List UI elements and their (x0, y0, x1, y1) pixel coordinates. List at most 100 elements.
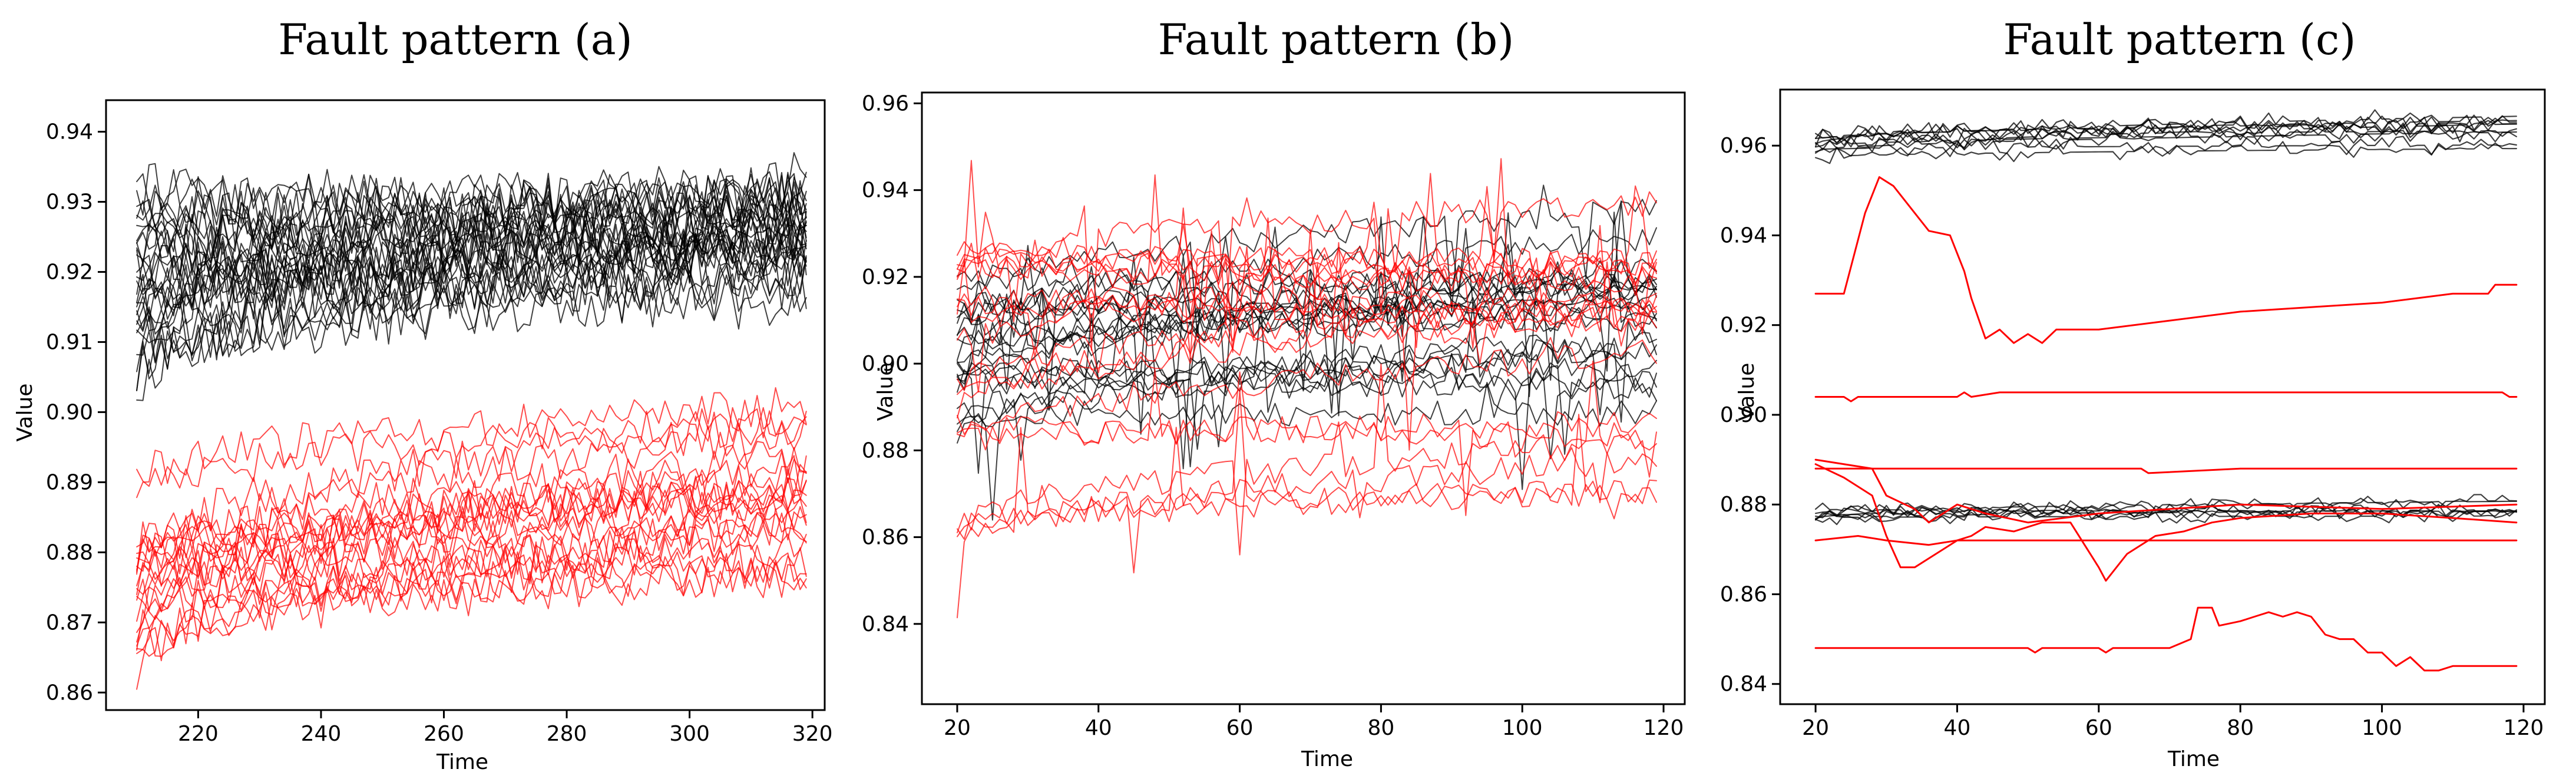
panel-c-title: Fault pattern (c) (2003, 15, 2356, 64)
panel-a-series-fault-1-10 (136, 506, 807, 657)
panel-b-series-fault-1-9 (957, 389, 1657, 533)
panel-a-xtick-label: 300 (669, 722, 710, 746)
panel-a-ytick-label: 0.91 (46, 330, 93, 354)
panel-a-series-normal-0-20 (136, 171, 807, 296)
panel-b-series-normal-0-4 (957, 324, 1657, 433)
panel-c-fault-series-2 (1814, 467, 2518, 474)
panel-b-plot: 20 40 60 80 100 120 0.84 0.86 0.88 0.90 0.92 0.94 0.… (862, 91, 1686, 740)
panel-b-series-normal-0-14 (957, 338, 1657, 461)
panel-b-ytick-label: 0.92 (862, 265, 909, 289)
panel-b-series-fault-1-13 (957, 299, 1657, 395)
panel-a-title: Fault pattern (a) (278, 15, 633, 64)
panel-b-series-fault-1-17 (957, 223, 1657, 349)
panel-b-xtick-label: 20 (944, 716, 971, 740)
panel-c-series-normal-0-8 (1815, 114, 2517, 146)
panel-a-series-group (136, 152, 807, 690)
panel-a-xtick-label: 280 (547, 722, 587, 746)
panel-a-ytick-label: 0.94 (46, 120, 93, 144)
panel-a-series-fault-1-9 (136, 464, 807, 643)
panel-a: Fault pattern (a) 220 240 260 280 300 320 0.86… (13, 15, 833, 774)
panel-a-series-normal-0-13 (136, 217, 807, 401)
panel-b-series-fault-1-11 (957, 260, 1657, 358)
panel-c-xtick-label: 20 (1802, 716, 1829, 740)
panel-c-ytick-label: 0.86 (1720, 582, 1767, 606)
panel-a-ytick-label: 0.92 (46, 260, 93, 284)
panel-b-ytick-label: 0.88 (862, 438, 909, 463)
panel-c-series-normal-0-2 (1815, 140, 2517, 164)
panel-b-series-fault-1-6 (957, 207, 1657, 332)
panel-a-series-normal-0-12 (136, 252, 807, 312)
panel-a-series-normal-0-5 (136, 169, 807, 230)
panel-c-series-normal-0-5 (1815, 124, 2517, 157)
panel-b-series-normal-0-18 (957, 227, 1657, 336)
panel-c: Fault pattern (c) 20 40 60 80 100 120 0.84 0.86… (1720, 15, 2546, 771)
panel-a-ytick-label: 0.87 (46, 610, 93, 635)
panel-a-series-fault-1-13 (136, 480, 807, 633)
panel-c-axes-frame (1779, 88, 2546, 705)
panel-b-series-fault-1-1 (957, 369, 1657, 516)
panel-b-series-fault-1-12 (957, 191, 1657, 351)
panel-b-ylabel: Value (874, 363, 898, 421)
panel-b-xlabel: Time (1301, 747, 1353, 771)
panel-c-ylabel: Value (1735, 363, 1759, 421)
panel-c-xtick-label: 120 (2504, 716, 2544, 740)
panel-a-series-fault-1-18 (136, 387, 807, 499)
panel-c-ytick-label: 0.96 (1720, 134, 1767, 158)
panel-b-xtick-label: 120 (1644, 716, 1684, 740)
panel-c-series-group (1814, 109, 2518, 672)
panel-a-series-normal-0-19 (136, 260, 807, 370)
panel-a-ytick-label: 0.93 (46, 190, 93, 214)
panel-b-series-fault-1-5 (957, 336, 1657, 437)
panel-b-ytick-label: 0.96 (862, 91, 909, 115)
panel-a-ytick-label: 0.90 (46, 400, 93, 424)
panel-b-ytick-label: 0.86 (862, 526, 909, 550)
panel-c-xtick-label: 60 (2085, 716, 2112, 740)
panel-a-xtick-label: 240 (301, 722, 342, 746)
panel-a-series-normal-0-27 (136, 274, 807, 372)
panel-a-ytick-label: 0.89 (46, 470, 93, 494)
panel-b-xtick-label: 40 (1085, 716, 1112, 740)
panel-b-series-fault-1-10 (957, 447, 1657, 619)
panel-c-ytick-label: 0.94 (1720, 223, 1767, 247)
panel-a-series-fault-1-14 (136, 450, 807, 622)
panel-b-series-normal-0-8 (957, 360, 1657, 455)
panel-b-series-fault-1-18 (957, 427, 1657, 574)
panel-b-ytick-label: 0.90 (862, 352, 909, 376)
panel-b-ytick-label: 0.84 (862, 612, 909, 636)
panel-a-series-fault-1-11 (136, 541, 807, 587)
panel-b-series-fault-1-3 (957, 371, 1657, 478)
panel-a-xtick-label: 260 (424, 722, 464, 746)
panel-a-ytick-label: 0.86 (46, 681, 93, 705)
panel-c-series-normal-0-9 (1815, 136, 2517, 157)
panel-b-series-normal-0-12 (957, 306, 1657, 474)
panel-c-xtick-label: 100 (2362, 716, 2402, 740)
panel-a-series-normal-0-23 (136, 152, 807, 331)
panel-b-series-fault-1-0 (957, 217, 1657, 322)
panel-b-ytick-label: 0.94 (862, 179, 909, 203)
panel-a-xlabel: Time (436, 750, 488, 774)
panel-c-fault-series-1 (1814, 391, 2518, 402)
panel-b-series-fault-1-16 (957, 361, 1657, 556)
panel-b-xtick-label: 100 (1502, 716, 1543, 740)
panel-a-series-fault-1-17 (136, 533, 807, 582)
panel-c-xlabel: Time (2167, 747, 2220, 771)
panel-c-plot: 20 40 60 80 100 120 0.84 0.86 0.88 0.90 0.92 0.94 0.… (1720, 88, 2546, 740)
panel-a-xtick-label: 220 (178, 722, 219, 746)
panel-c-fault-series-4 (1814, 458, 2518, 524)
panel-a-plot: 220 240 260 280 300 320 0.86 0.87 0.88 0.89 0.90 0.… (46, 99, 833, 746)
panel-a-series-fault-1-20 (136, 552, 807, 623)
panel-b-series-fault-1-15 (957, 173, 1657, 359)
panel-b-xtick-label: 80 (1367, 716, 1394, 740)
panel-c-ytick-label: 0.90 (1720, 403, 1767, 427)
panel-c-ytick-label: 0.88 (1720, 493, 1767, 517)
panel-a-series-fault-1-12 (136, 560, 807, 651)
panel-a-series-fault-1-19 (136, 480, 807, 595)
panel-a-series-fault-1-21 (136, 477, 807, 550)
panel-b-series-fault-1-14 (957, 158, 1657, 393)
panel-b-series-normal-0-17 (957, 382, 1657, 521)
panel-b-xtick-label: 60 (1226, 716, 1254, 740)
panel-a-series-normal-0-7 (136, 250, 807, 312)
panel-c-series-normal-0-6 (1815, 117, 2517, 154)
panel-b-series-normal-0-21 (957, 291, 1657, 490)
panel-a-series-fault-1-7 (136, 408, 807, 575)
